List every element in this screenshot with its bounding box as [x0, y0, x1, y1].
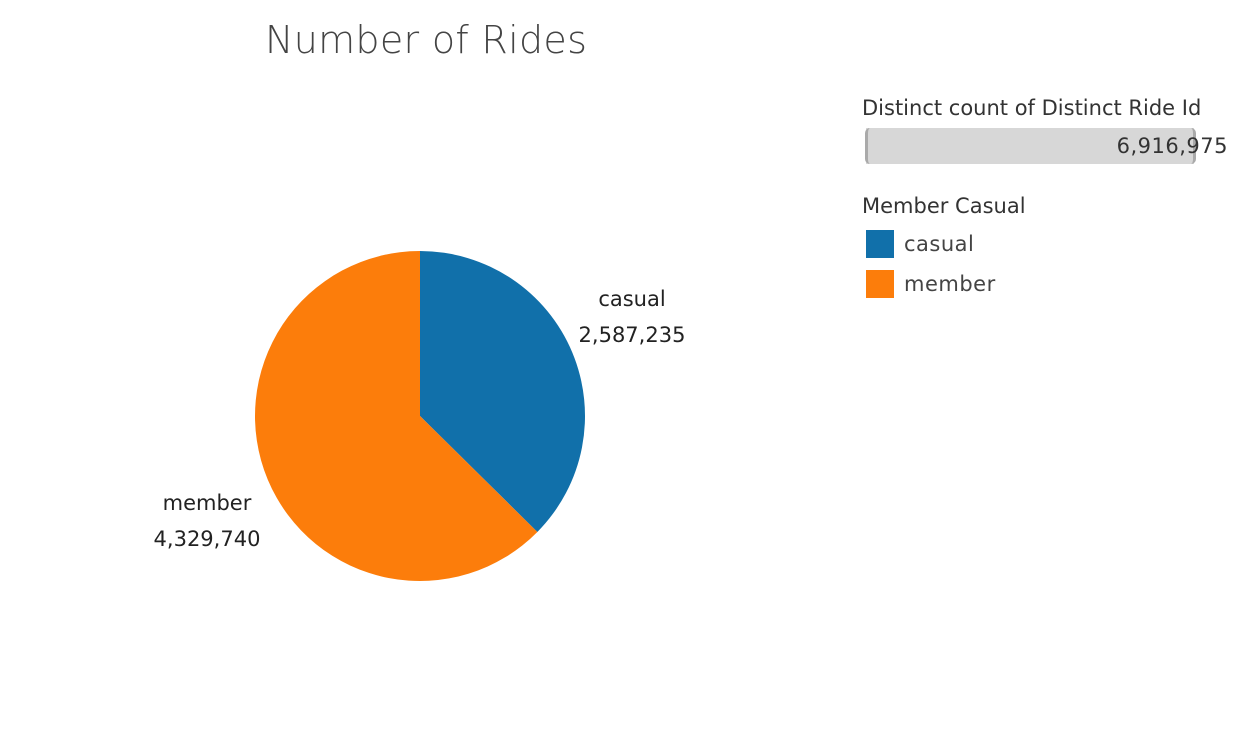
chart-title: Number of Rides [265, 18, 588, 62]
slice-value-casual: 2,587,235 [579, 323, 686, 347]
size-legend-value: 6,916,975 [1116, 134, 1228, 158]
size-legend-bar-fill [866, 128, 1194, 164]
size-legend-bar: 6,916,975 [862, 128, 1227, 164]
legend-panel: Distinct count of Distinct Ride Id 6,916… [862, 96, 1232, 298]
slice-label-member: member [163, 491, 252, 515]
legend-label-member: member [904, 272, 996, 296]
slice-value-member: 4,329,740 [154, 527, 261, 551]
legend-swatch-casual [866, 230, 894, 258]
legend-item-member[interactable]: member [862, 270, 1232, 298]
legend-swatch-member [866, 270, 894, 298]
size-legend-bar-right-cap [1191, 128, 1196, 164]
legend-item-casual[interactable]: casual [862, 230, 1232, 258]
color-legend-title: Member Casual [862, 194, 1026, 218]
size-legend-bar-left-cap [865, 128, 870, 164]
legend-label-casual: casual [904, 232, 975, 256]
pie-slice-casual[interactable] [420, 251, 585, 532]
slice-label-casual: casual [598, 287, 665, 311]
pie-slice-member[interactable] [254, 251, 538, 582]
size-legend-title: Distinct count of Distinct Ride Id [862, 96, 1202, 120]
pie-chart: casual 2,587,235 member 4,329,740 [154, 251, 686, 582]
